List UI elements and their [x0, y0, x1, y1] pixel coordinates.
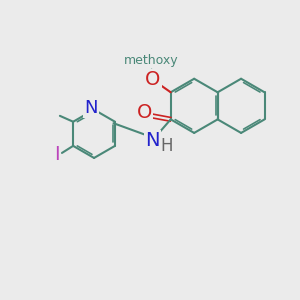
Text: N: N [84, 99, 98, 117]
Text: I: I [54, 145, 60, 164]
Text: N: N [145, 131, 160, 150]
Text: O: O [146, 70, 161, 88]
Text: H: H [160, 137, 173, 155]
Text: methoxy: methoxy [124, 54, 179, 67]
Text: O: O [137, 103, 152, 122]
